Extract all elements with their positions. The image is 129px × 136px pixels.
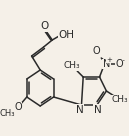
Text: CH₃: CH₃ — [64, 61, 80, 70]
Text: O: O — [92, 46, 100, 56]
Text: OH: OH — [59, 30, 75, 40]
Text: ·: · — [122, 56, 125, 66]
Text: O: O — [14, 102, 22, 112]
Text: O: O — [115, 59, 123, 69]
Text: N: N — [94, 105, 102, 115]
Text: N: N — [76, 105, 84, 115]
Text: +: + — [107, 57, 112, 63]
Text: N: N — [103, 59, 110, 69]
Text: CH₃: CH₃ — [112, 95, 128, 104]
Text: CH₃: CH₃ — [0, 109, 15, 118]
Text: O: O — [40, 21, 49, 31]
